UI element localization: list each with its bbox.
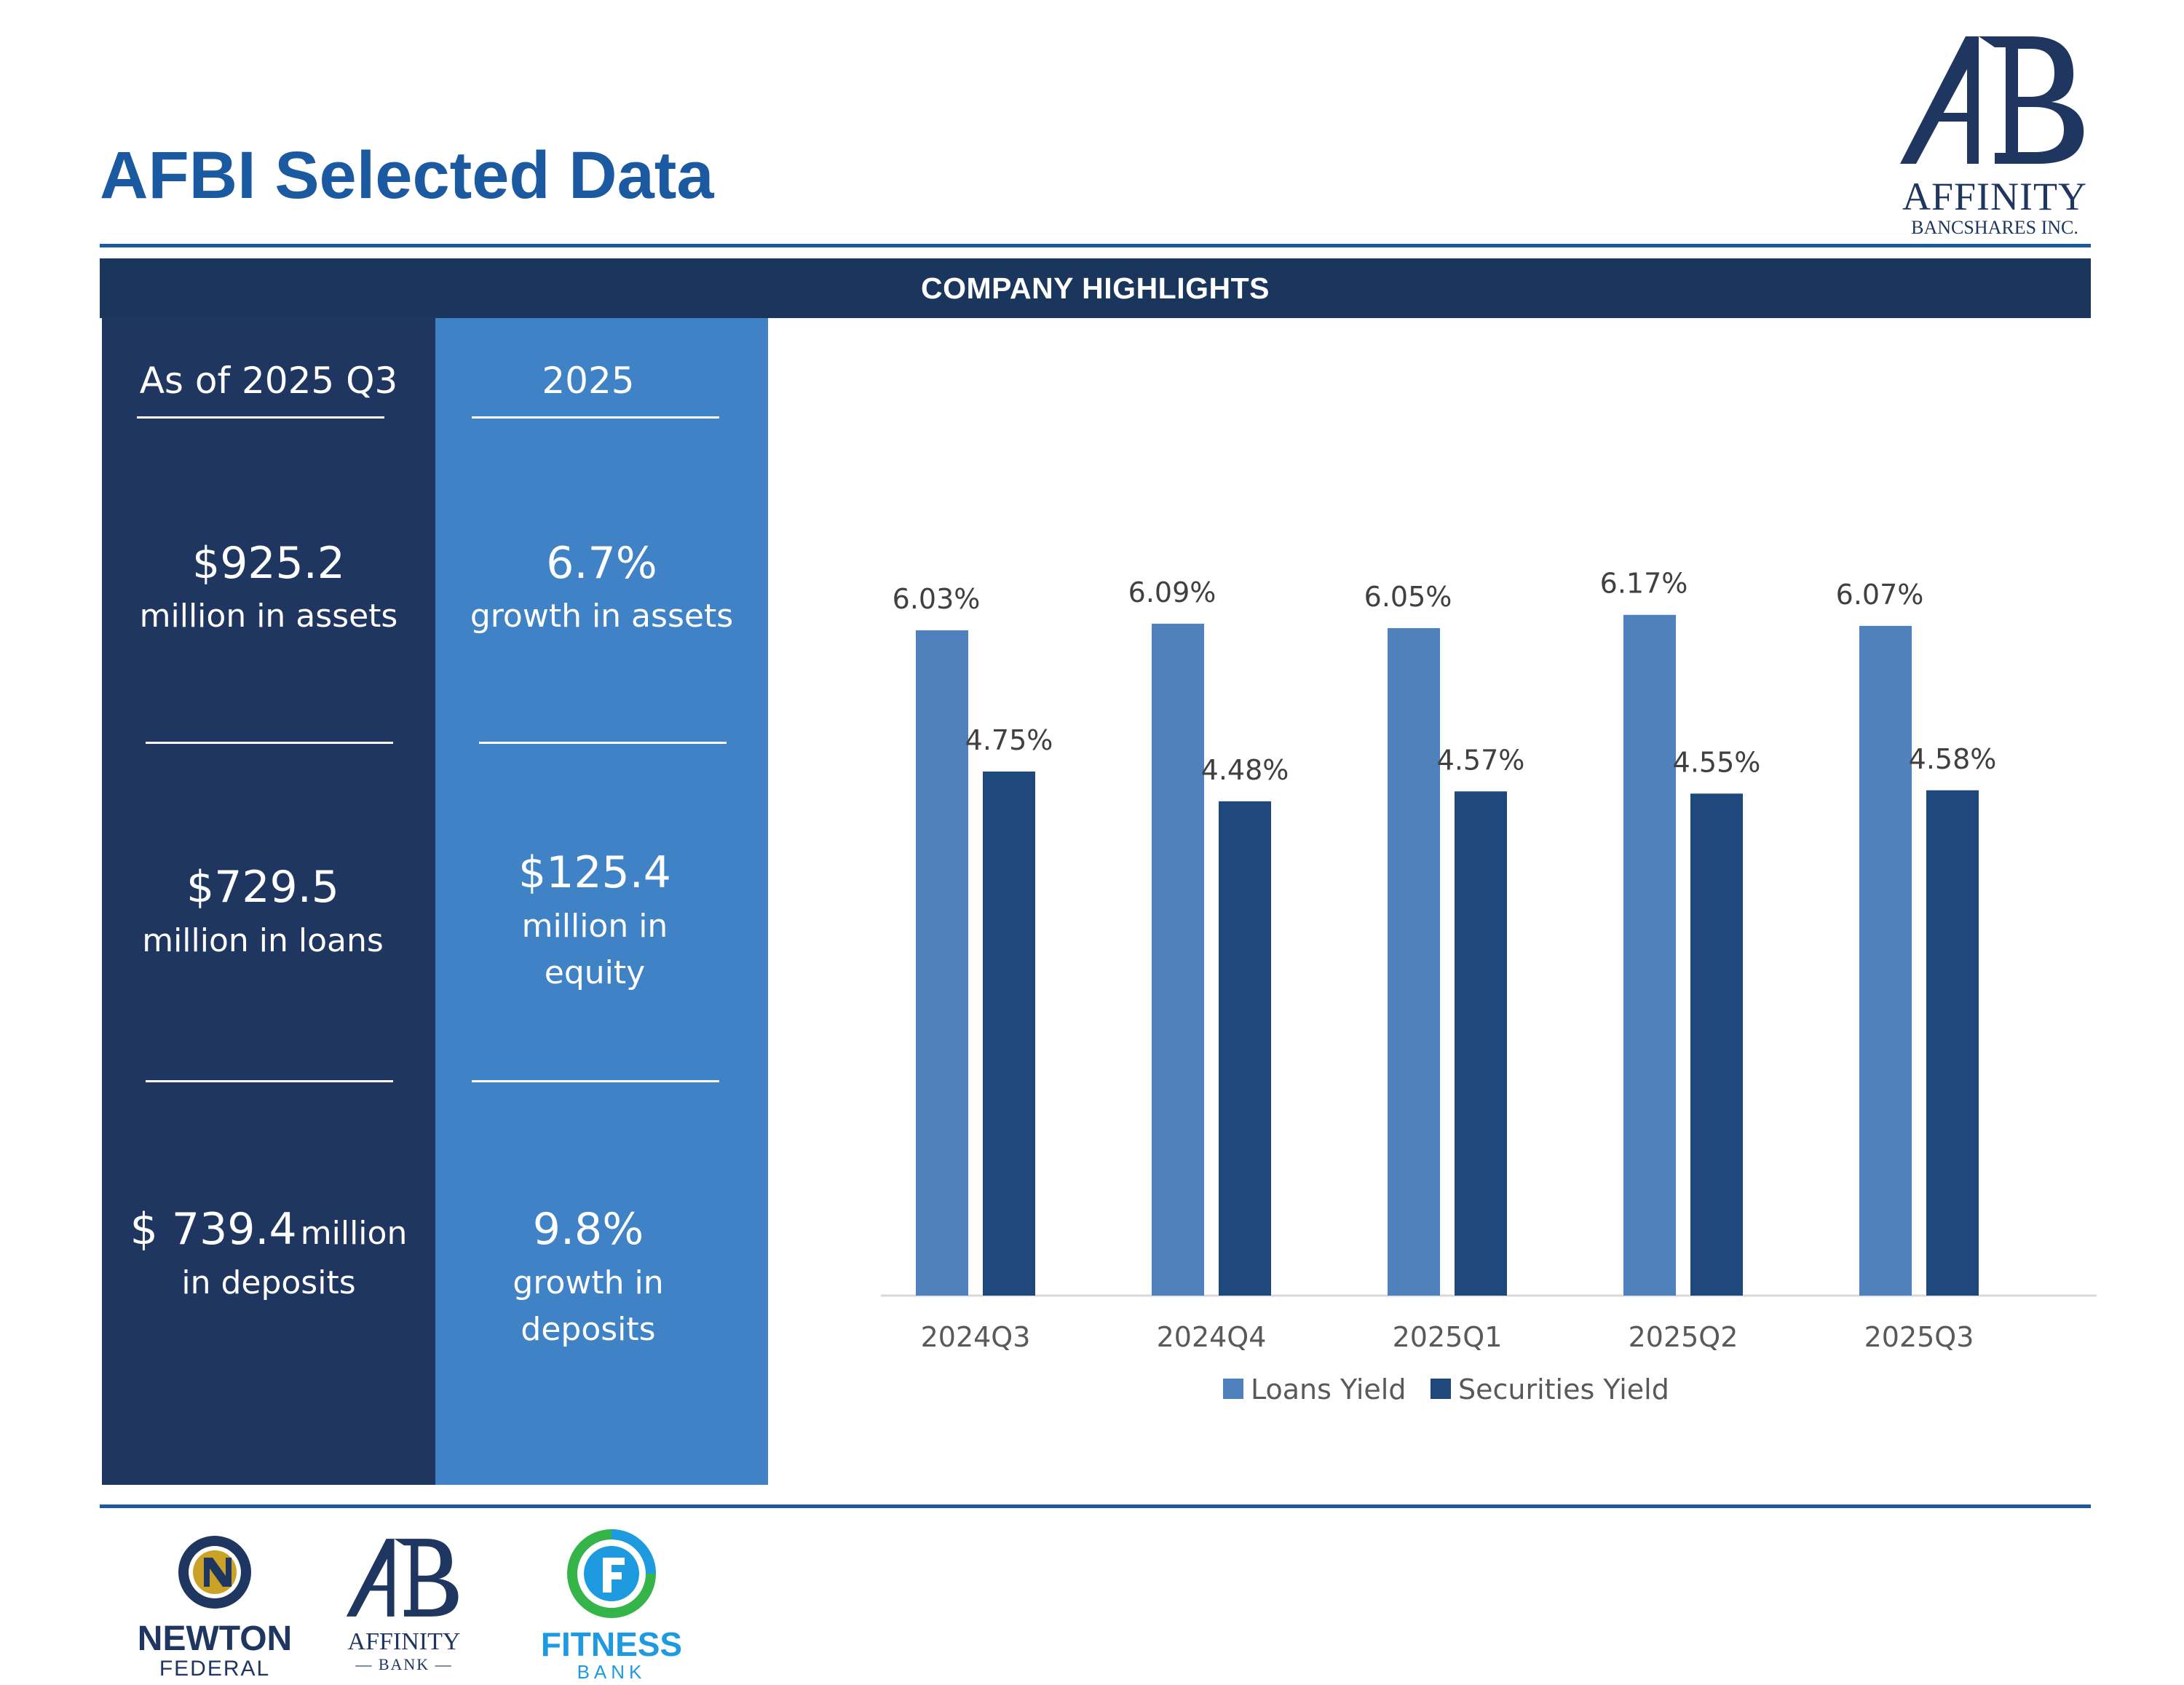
- deposits-value-suffix: million: [300, 1215, 408, 1252]
- bar-securities-yield: [1690, 793, 1743, 1296]
- divider: [472, 1080, 719, 1082]
- data-label: 4.57%: [1437, 744, 1525, 776]
- data-label: 6.05%: [1364, 581, 1452, 613]
- as-of-panel: As of 2025 Q3 $925.2 million in assets $…: [102, 318, 435, 1485]
- data-label: 4.55%: [1673, 746, 1761, 778]
- newton-n-icon: [178, 1536, 251, 1609]
- legend-swatch: [1223, 1379, 1243, 1399]
- data-label: 6.07%: [1836, 579, 1924, 611]
- loans-value: $729.5: [186, 862, 339, 913]
- affinity-bank-logo: AFFINITY — BANK —: [331, 1532, 477, 1678]
- bar-securities-yield: [983, 771, 1035, 1296]
- bar-securities-yield: [1926, 790, 1979, 1296]
- logo-sub: BANCSHARES INC.: [1911, 217, 2078, 238]
- assets-label: million in assets: [139, 598, 398, 635]
- data-label: 6.09%: [1128, 576, 1216, 608]
- fitness-sub: BANK: [577, 1661, 646, 1683]
- asset-growth-value: 6.7%: [546, 538, 657, 589]
- divider: [472, 416, 719, 419]
- deposits-value: $ 739.4: [130, 1204, 297, 1255]
- legend-swatch: [1431, 1379, 1451, 1399]
- affinity-bancshares-logo: AFFINITY BANCSHARES INC.: [1886, 25, 2104, 238]
- fitness-bank-logo: FITNESS BANK: [531, 1529, 692, 1683]
- legend-label: Securities Yield: [1458, 1373, 1669, 1406]
- data-label: 4.75%: [965, 724, 1053, 756]
- data-label: 4.58%: [1909, 743, 1997, 775]
- bar-securities-yield: [1219, 801, 1271, 1296]
- assets-value: $925.2: [192, 538, 345, 589]
- newton-federal-logo: NEWTON FEDERAL: [124, 1532, 306, 1681]
- bar-securities-yield: [1455, 791, 1507, 1296]
- divider: [146, 1080, 393, 1082]
- equity-value: $125.4: [518, 847, 671, 898]
- fitness-f-icon: [567, 1529, 656, 1618]
- newton-name: NEWTON: [137, 1619, 293, 1658]
- loans-label: million in loans: [142, 922, 384, 959]
- equity-label-line1: million in: [521, 908, 668, 945]
- bar-loans-yield: [1623, 614, 1676, 1296]
- header-rule: [100, 244, 2091, 247]
- deposit-growth-label-line1: growth in: [513, 1264, 664, 1301]
- deposits-label: in deposits: [181, 1264, 356, 1301]
- ab-monogram-icon: [346, 1539, 459, 1617]
- affinity-bank-name: AFFINITY: [347, 1628, 461, 1655]
- divider: [137, 416, 384, 419]
- bar-loans-yield: [916, 630, 968, 1296]
- newton-sub: FEDERAL: [159, 1657, 271, 1681]
- bar-loans-yield: [1388, 627, 1440, 1296]
- logo-name: AFFINITY: [1902, 175, 2087, 218]
- data-label: 6.03%: [893, 583, 981, 615]
- year-2025-panel: 2025 6.7% growth in assets $125.4 millio…: [435, 318, 768, 1485]
- x-tick-label: 2025Q1: [1393, 1321, 1503, 1353]
- asset-growth-label: growth in assets: [470, 598, 734, 635]
- x-tick-label: 2024Q4: [1157, 1321, 1267, 1353]
- equity-label-line2: equity: [544, 954, 646, 991]
- ab-monogram-icon: [1900, 36, 2084, 164]
- bar-loans-yield: [1152, 623, 1204, 1296]
- data-label: 4.48%: [1201, 754, 1289, 786]
- affinity-bank-sub-text: BANK: [378, 1655, 430, 1673]
- as-of-heading: As of 2025 Q3: [139, 360, 398, 402]
- deposit-growth-label-line2: deposits: [521, 1311, 656, 1348]
- page-title: AFBI Selected Data: [100, 138, 714, 213]
- deposits-value-line: $ 739.4 million: [102, 1202, 435, 1257]
- x-tick-label: 2024Q3: [921, 1321, 1031, 1353]
- affinity-bank-sub: — BANK —: [355, 1655, 453, 1673]
- divider: [479, 742, 727, 744]
- year-heading: 2025: [542, 360, 635, 402]
- fitness-name: FITNESS: [540, 1625, 683, 1663]
- footer-rule: [100, 1504, 2091, 1508]
- data-label: 6.17%: [1600, 568, 1688, 600]
- x-tick-label: 2025Q2: [1629, 1321, 1738, 1353]
- x-tick-label: 2025Q3: [1864, 1321, 1974, 1353]
- legend-label: Loans Yield: [1251, 1373, 1406, 1406]
- yield-bar-chart: 6.03% 4.75% 2024Q3 6.09% 4.48% 2024Q4 6.05% 4.5…: [881, 568, 2097, 1406]
- divider: [146, 742, 393, 744]
- company-highlights-banner: COMPANY HIGHLIGHTS: [100, 258, 2091, 318]
- bar-loans-yield: [1859, 625, 1912, 1296]
- deposit-growth-value: 9.8%: [532, 1204, 644, 1255]
